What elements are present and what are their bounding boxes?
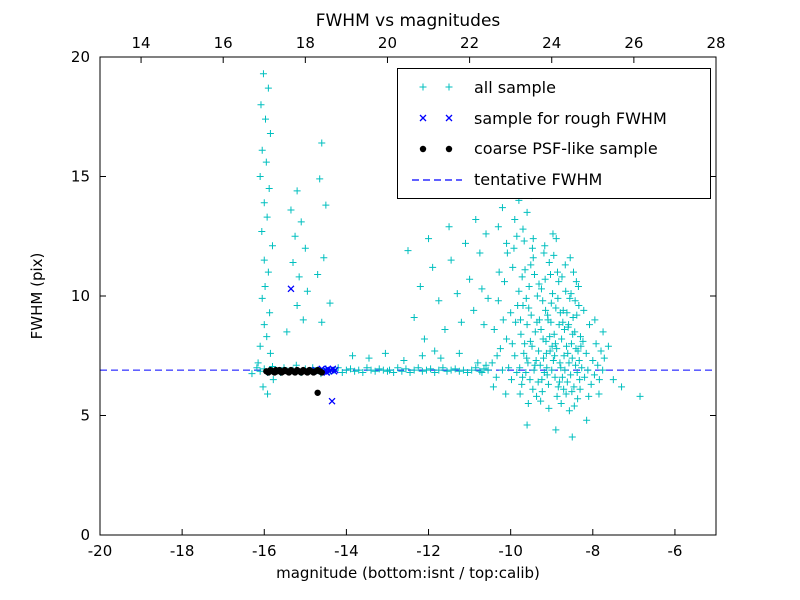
top-tick-label: 24 xyxy=(542,34,561,52)
legend-item-psf-sample: coarse PSF-like sample xyxy=(408,135,706,163)
top-tick-label: 20 xyxy=(378,34,397,52)
x-tick-label: -10 xyxy=(498,542,523,560)
top-tick-label: 16 xyxy=(214,34,233,52)
dot-marker-icon xyxy=(419,145,453,153)
x-tick-label: -6 xyxy=(667,542,682,560)
x-tick-label: -16 xyxy=(252,542,277,560)
x-marker-icon xyxy=(419,114,453,122)
top-tick-label: 14 xyxy=(132,34,151,52)
legend-item-tentative-fwhm: tentative FWHM xyxy=(408,166,706,194)
top-tick-label: 28 xyxy=(706,34,725,52)
plus-marker-icon xyxy=(419,83,453,91)
chart-title: FWHM vs magnitudes xyxy=(315,11,501,31)
legend-label: sample for rough FWHM xyxy=(474,108,667,128)
y-tick-label: 20 xyxy=(71,48,90,66)
y-tick-label: 10 xyxy=(71,287,90,305)
x-axis-label: magnitude (bottom:isnt / top:calib) xyxy=(276,564,540,582)
legend: all sample sample for rough FWHM coarse … xyxy=(397,68,711,199)
y-tick-label: 15 xyxy=(71,168,90,186)
x-tick-label: -14 xyxy=(334,542,359,560)
legend-label: tentative FWHM xyxy=(474,170,603,190)
x-tick-label: -8 xyxy=(585,542,600,560)
top-tick-label: 26 xyxy=(624,34,643,52)
top-tick-label: 18 xyxy=(296,34,315,52)
top-tick-label: 22 xyxy=(460,34,479,52)
legend-item-all-sample: all sample xyxy=(408,73,706,101)
series-dot xyxy=(263,366,325,396)
x-tick-label: -12 xyxy=(416,542,441,560)
dashed-line-icon xyxy=(412,178,462,181)
y-axis-label: FWHM (pix) xyxy=(28,253,46,340)
y-tick-label: 5 xyxy=(80,407,90,425)
x-tick-label: -20 xyxy=(88,542,113,560)
series-x xyxy=(287,285,339,405)
x-tick-label: -18 xyxy=(170,542,195,560)
legend-label: coarse PSF-like sample xyxy=(474,139,658,159)
y-tick-label: 0 xyxy=(80,526,90,544)
legend-item-rough-fwhm: sample for rough FWHM xyxy=(408,104,706,132)
legend-label: all sample xyxy=(474,77,556,97)
